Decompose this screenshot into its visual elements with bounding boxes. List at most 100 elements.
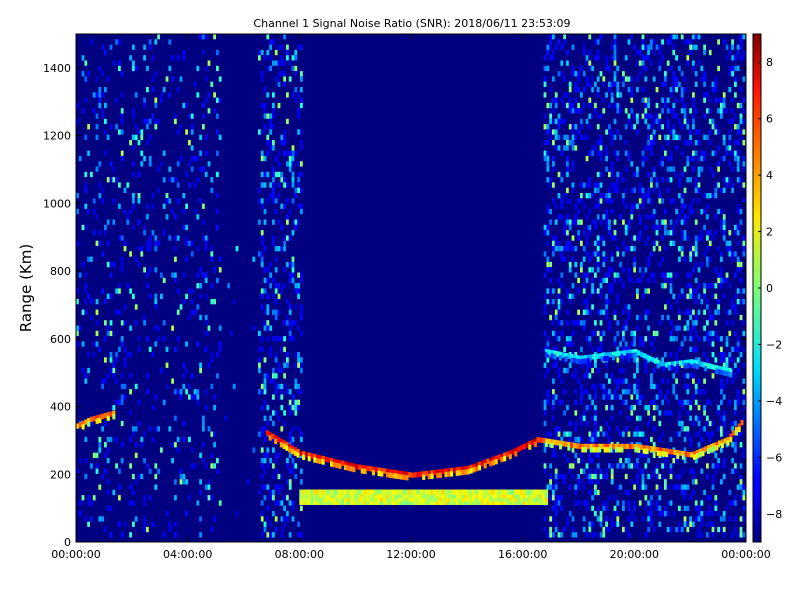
snr-cell <box>609 352 613 358</box>
snr-cell <box>734 65 737 72</box>
snr-cell <box>300 479 303 485</box>
snr-cell <box>87 208 90 215</box>
snr-cell <box>182 299 186 305</box>
snr-cell <box>647 198 650 204</box>
snr-cell <box>630 187 634 193</box>
snr-cell <box>689 39 692 45</box>
snr-cell <box>554 44 558 50</box>
snr-cell <box>602 97 606 103</box>
snr-cell <box>546 431 550 437</box>
snr-cell <box>272 240 275 246</box>
snr-cell <box>554 511 558 517</box>
snr-cell <box>624 526 628 533</box>
snr-cell <box>630 405 634 411</box>
snr-cell <box>697 140 701 146</box>
snr-cell <box>605 389 608 395</box>
snr-cell <box>274 389 278 395</box>
snr-cell <box>686 399 690 405</box>
snr-cell <box>661 283 664 289</box>
snr-cell <box>355 496 359 502</box>
snr-cell <box>146 373 149 379</box>
snr-cell <box>269 113 272 119</box>
snr-cell <box>567 445 571 451</box>
snr-cell <box>706 304 709 310</box>
snr-cell <box>123 240 127 246</box>
snr-cell <box>580 182 583 188</box>
snr-cell <box>120 261 124 268</box>
snr-cell <box>706 473 709 480</box>
snr-cell <box>552 362 555 368</box>
snr-cell <box>574 81 578 87</box>
snr-cell <box>120 155 124 162</box>
snr-cell <box>644 314 648 321</box>
snr-cell <box>731 500 734 506</box>
snr-cell <box>605 219 608 225</box>
snr-cell <box>736 299 740 305</box>
snr-cell <box>647 309 650 315</box>
snr-cell <box>647 500 650 506</box>
snr-cell <box>675 484 678 490</box>
snr-cell <box>638 468 642 474</box>
snr-cell <box>616 272 620 278</box>
snr-cell <box>385 496 389 502</box>
snr-cell <box>694 431 698 437</box>
snr-cell <box>503 496 507 502</box>
snr-cell <box>84 458 88 464</box>
snr-cell <box>692 325 695 331</box>
snr-cell <box>739 314 743 321</box>
snr-cell <box>321 496 325 502</box>
snr-cell <box>260 235 264 241</box>
snr-cell <box>694 150 698 156</box>
snr-cell <box>616 320 620 326</box>
snr-cell <box>286 516 289 522</box>
snr-cell <box>712 446 716 452</box>
snr-cell <box>182 420 186 427</box>
snr-cell <box>572 354 577 360</box>
snr-cell <box>129 410 132 416</box>
snr-cell <box>678 118 681 125</box>
snr-cell <box>104 320 107 326</box>
snr-cell <box>349 466 353 472</box>
snr-cell <box>708 314 712 321</box>
snr-cell <box>723 438 727 444</box>
snr-cell <box>580 320 583 326</box>
snr-cell <box>728 352 732 358</box>
snr-cell <box>698 452 702 458</box>
snr-cell <box>216 49 219 56</box>
snr-cell <box>422 471 426 477</box>
snr-cell <box>90 314 93 321</box>
snr-cell <box>176 55 180 61</box>
snr-cell <box>728 145 732 151</box>
snr-cell <box>736 346 740 352</box>
snr-cell <box>118 309 121 315</box>
snr-cell <box>560 399 564 405</box>
snr-cell <box>728 87 732 93</box>
snr-cell <box>216 97 219 103</box>
snr-cell <box>627 389 631 395</box>
snr-cell <box>630 463 634 469</box>
snr-cell <box>260 336 264 342</box>
x-tick-label: 16:00:00 <box>498 548 547 561</box>
snr-cell <box>120 383 124 390</box>
x-tick-label: 00:00:00 <box>721 548 770 561</box>
snr-cell <box>335 459 339 465</box>
snr-cell <box>143 102 146 109</box>
snr-cell <box>427 473 431 480</box>
snr-cell <box>665 362 669 368</box>
snr-cell <box>81 71 85 77</box>
snr-cell <box>546 299 550 305</box>
snr-cell <box>627 304 631 310</box>
snr-cell <box>528 499 532 505</box>
snr-cell <box>736 102 740 109</box>
snr-cell <box>641 198 645 204</box>
snr-cell <box>619 367 622 374</box>
snr-cell <box>683 87 687 93</box>
snr-cell <box>594 473 597 480</box>
snr-cell <box>374 467 378 473</box>
snr-cell <box>742 452 746 458</box>
snr-cell <box>658 389 662 395</box>
snr-cell <box>683 235 687 241</box>
snr-cell <box>739 55 743 61</box>
snr-cell <box>478 492 482 499</box>
snr-cell <box>588 458 592 464</box>
